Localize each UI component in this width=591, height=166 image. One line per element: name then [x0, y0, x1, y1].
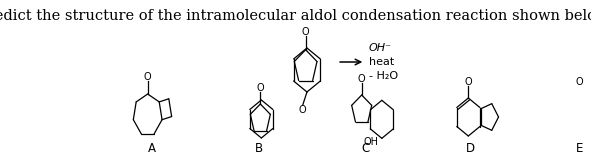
Text: O: O [302, 27, 310, 37]
Text: heat: heat [369, 57, 394, 67]
Text: E: E [576, 141, 583, 155]
Text: A: A [148, 141, 156, 155]
Text: D: D [466, 141, 475, 155]
Text: O: O [144, 72, 151, 82]
Text: - H₂O: - H₂O [369, 71, 398, 81]
Text: O: O [358, 74, 365, 84]
Text: OH⁻: OH⁻ [369, 43, 392, 53]
Text: B: B [255, 141, 262, 155]
Text: O: O [465, 77, 472, 87]
Text: Predict the structure of the intramolecular aldol condensation reaction shown be: Predict the structure of the intramolecu… [0, 9, 591, 23]
Text: OH: OH [363, 137, 379, 147]
Text: O: O [298, 105, 306, 115]
Text: O: O [576, 77, 583, 87]
Text: O: O [256, 83, 264, 93]
Text: C: C [361, 141, 369, 155]
